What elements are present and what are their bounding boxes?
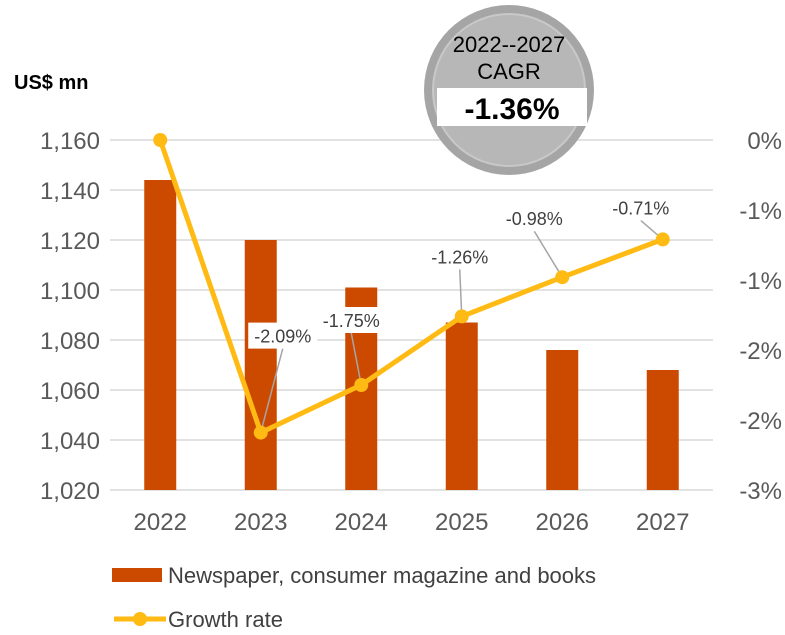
right-axis-ticks: -3% -2% -2% -1% -1% 0% bbox=[739, 128, 782, 505]
x-tick-label: 2025 bbox=[435, 509, 488, 536]
data-label-background bbox=[248, 322, 318, 349]
data-label-background bbox=[316, 307, 386, 333]
bar bbox=[646, 370, 679, 490]
y-tick-label: 1,060 bbox=[40, 378, 100, 405]
legend-bar-swatch bbox=[112, 568, 162, 582]
left-axis-ticks: 1,020 1,040 1,060 1,080 1,100 1,120 1,140 1,160 bbox=[40, 128, 100, 505]
data-label-background bbox=[499, 205, 569, 232]
y-tick-label: 1,100 bbox=[40, 278, 100, 305]
growth-line-series bbox=[153, 133, 670, 440]
data-label-background bbox=[425, 243, 495, 270]
y2-tick-label: 0% bbox=[747, 128, 782, 155]
data-label: -1.75% bbox=[323, 311, 380, 331]
cagr-callout: 2022--2027 CAGR -1.36% bbox=[424, 5, 594, 175]
data-labels: -2.09% -1.75% -1.26% -0.98% -0.71% bbox=[248, 194, 676, 349]
x-tick-label: 2023 bbox=[234, 509, 287, 536]
growth-marker bbox=[555, 270, 570, 285]
data-label-leader bbox=[533, 230, 563, 278]
y-tick-label: 1,120 bbox=[40, 228, 100, 255]
x-tick-label: 2022 bbox=[134, 509, 187, 536]
bar bbox=[144, 180, 177, 490]
data-label-leaders bbox=[260, 219, 664, 433]
cagr-value-box bbox=[437, 88, 587, 126]
legend-line-label: Growth rate bbox=[168, 607, 283, 632]
x-tick-label: 2024 bbox=[335, 509, 388, 536]
data-label: -2.09% bbox=[254, 327, 311, 347]
bar bbox=[546, 350, 579, 490]
y2-tick-label: -1% bbox=[739, 268, 782, 295]
x-tick-label: 2026 bbox=[536, 509, 589, 536]
growth-line bbox=[157, 139, 664, 436]
y-tick-label: 1,160 bbox=[40, 128, 100, 155]
cagr-label: CAGR bbox=[477, 59, 541, 84]
growth-marker bbox=[354, 378, 369, 392]
data-label-leader bbox=[260, 348, 284, 433]
data-label-leader bbox=[350, 332, 362, 386]
data-label-leader bbox=[459, 269, 463, 317]
legend: Newspaper, consumer magazine and books G… bbox=[112, 563, 596, 632]
y-tick-label: 1,040 bbox=[40, 428, 100, 455]
legend-bar-label: Newspaper, consumer magazine and books bbox=[168, 563, 596, 588]
growth-marker bbox=[454, 309, 469, 324]
x-tick-label: 2027 bbox=[636, 509, 689, 536]
legend-line-marker bbox=[133, 612, 147, 626]
data-label: -0.98% bbox=[506, 209, 563, 229]
x-axis-ticks: 2022 2023 2024 2025 2026 2027 bbox=[134, 509, 690, 536]
y-tick-label: 1,140 bbox=[40, 178, 100, 205]
growth-marker bbox=[153, 133, 168, 147]
y-tick-label: 1,080 bbox=[40, 328, 100, 355]
cagr-period: 2022--2027 bbox=[453, 32, 566, 57]
y2-tick-label: -1% bbox=[739, 198, 782, 225]
cagr-value: -1.36% bbox=[464, 93, 559, 126]
y-tick-label: 1,020 bbox=[40, 478, 100, 505]
y2-tick-label: -3% bbox=[739, 478, 782, 505]
data-label-background bbox=[606, 194, 676, 221]
growth-marker bbox=[253, 425, 268, 440]
bar bbox=[244, 240, 277, 490]
y-axis-unit-label: US$ mn bbox=[14, 72, 88, 94]
bar bbox=[445, 322, 478, 490]
bar-series bbox=[144, 180, 679, 490]
y2-tick-label: -2% bbox=[739, 408, 782, 435]
y2-tick-label: -2% bbox=[739, 338, 782, 365]
data-label: -0.71% bbox=[612, 198, 669, 218]
growth-marker bbox=[655, 232, 670, 247]
gridlines bbox=[110, 139, 713, 491]
data-label: -1.26% bbox=[431, 247, 488, 267]
